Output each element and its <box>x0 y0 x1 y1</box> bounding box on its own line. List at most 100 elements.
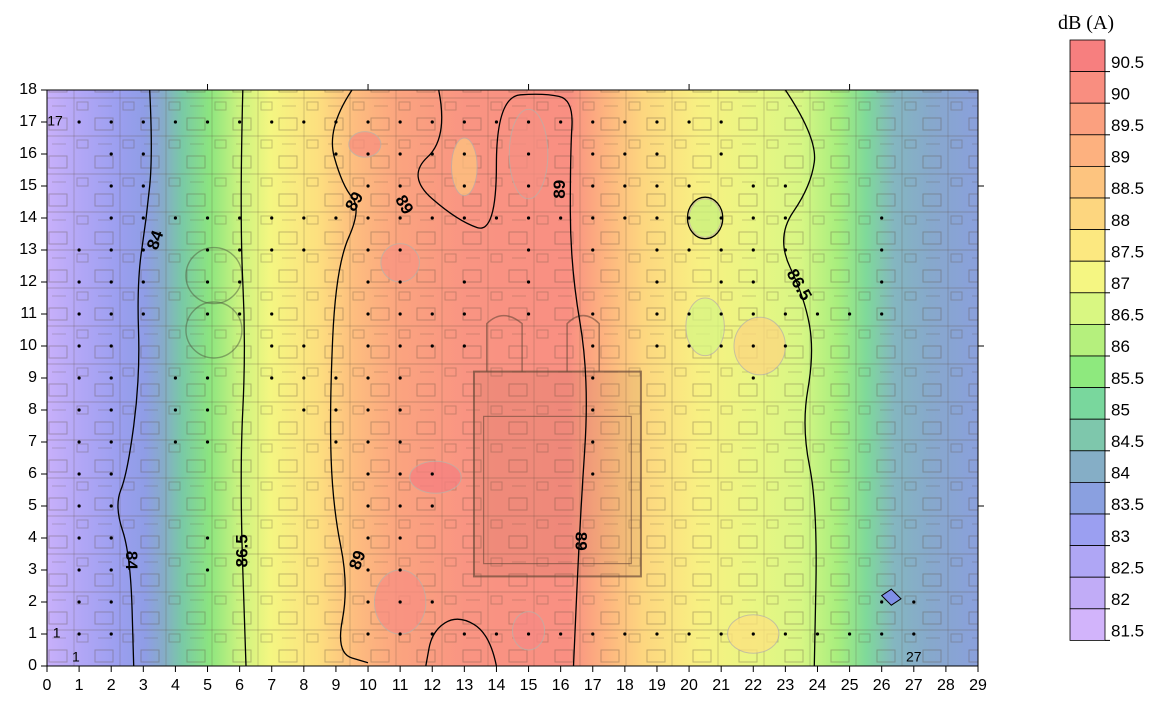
colorbar-label: 89 <box>1111 148 1130 167</box>
measurement-point <box>462 312 466 316</box>
measurement-point <box>751 312 755 316</box>
measurement-point <box>526 280 531 284</box>
measurement-point <box>591 184 595 188</box>
measurement-point <box>205 408 210 412</box>
measurement-point <box>205 248 210 252</box>
measurement-point <box>623 184 627 188</box>
measurement-point <box>719 152 723 156</box>
measurement-point <box>526 248 531 252</box>
colorbar-label: 83 <box>1111 527 1130 546</box>
pump-outline-lower <box>185 301 243 359</box>
measurement-point <box>687 344 691 348</box>
measurement-point <box>77 120 81 124</box>
y-tick-label: 6 <box>28 465 37 482</box>
measurement-point <box>366 216 370 220</box>
measurement-point <box>366 600 370 604</box>
measurement-point <box>109 472 113 476</box>
measurement-point <box>559 120 563 124</box>
transformer-body <box>472 370 642 578</box>
x-tick-label: 5 <box>203 677 212 694</box>
point-label: 27 <box>906 649 922 665</box>
measurement-point <box>526 216 531 220</box>
measurement-point <box>655 248 659 252</box>
measurement-point <box>77 280 81 284</box>
measurement-point <box>109 568 113 572</box>
measurement-point <box>302 120 306 124</box>
measurement-point <box>141 248 145 252</box>
x-tick-label: 8 <box>299 677 308 694</box>
contour-86-5-right <box>783 89 817 667</box>
measurement-point <box>109 152 113 156</box>
measurement-point <box>687 632 691 636</box>
measurement-point <box>238 312 242 316</box>
measurement-point <box>366 248 370 252</box>
measurement-point <box>366 312 370 316</box>
measurement-point <box>141 312 145 316</box>
point-label: 1 <box>72 649 80 665</box>
measurement-point <box>398 408 402 412</box>
measurement-point <box>655 216 659 220</box>
measurement-point <box>109 408 113 412</box>
x-tick-label: 23 <box>776 677 794 694</box>
measurement-point <box>462 280 466 284</box>
y-tick-label: 18 <box>19 81 37 98</box>
x-tick-label: 2 <box>107 677 116 694</box>
measurement-point <box>302 376 306 380</box>
x-tick-label: 15 <box>520 677 538 694</box>
measurement-point <box>880 248 884 252</box>
colorbar-label: 90.5 <box>1111 53 1144 72</box>
y-tick-label: 16 <box>19 145 37 162</box>
point-label: 17 <box>47 113 63 129</box>
colorbar-swatches: 90.5 90 89.5 89 88.5 88 87.5 87 86.5 86 85.5 85 84.5… <box>1069 39 1144 641</box>
contour-label: 86.5 <box>232 534 251 567</box>
measurement-point <box>366 408 370 412</box>
measurement-point <box>751 280 755 284</box>
colorbar-swatch <box>1069 197 1106 231</box>
measurement-point <box>366 184 370 188</box>
measurement-point <box>398 120 402 124</box>
measurement-point <box>77 568 81 572</box>
measurement-point <box>398 248 402 252</box>
measurement-point <box>462 184 466 188</box>
level-patch <box>733 316 786 376</box>
measurement-point <box>655 280 659 284</box>
colorbar-label: 84 <box>1111 464 1130 483</box>
measurement-point <box>494 632 499 636</box>
colorbar-label: 84.5 <box>1111 432 1144 451</box>
measurement-point <box>270 312 274 316</box>
measurement-point <box>366 440 370 444</box>
measurement-point <box>687 184 691 188</box>
measurement-point <box>398 216 402 220</box>
measurement-point <box>366 376 370 380</box>
measurement-point <box>623 216 627 220</box>
measurement-point <box>302 344 306 348</box>
colorbar-swatch <box>1069 513 1106 547</box>
measurement-point <box>141 216 145 220</box>
colorbar-legend: dB (A) 90.5 90 89.5 89 88.5 88 87.5 87 86.5 86 85.… <box>1058 12 1144 641</box>
measurement-point <box>109 216 113 220</box>
measurement-point <box>719 344 723 348</box>
contour-89-right <box>417 89 587 667</box>
measurement-point <box>77 536 81 540</box>
measurement-point <box>462 120 466 124</box>
measurement-point <box>687 312 691 316</box>
contour-ring <box>686 196 724 240</box>
colorbar-label: 83.5 <box>1111 495 1144 514</box>
transformer-core <box>483 415 632 565</box>
measurement-point <box>366 632 370 636</box>
measurement-point <box>270 216 274 220</box>
measurement-point <box>655 152 659 156</box>
measurement-point <box>880 216 884 220</box>
measurement-point <box>334 440 338 444</box>
x-tick-label: 4 <box>171 677 180 694</box>
measurement-point <box>398 568 402 572</box>
measurement-point <box>302 408 306 412</box>
x-tick-label: 22 <box>744 677 762 694</box>
measurement-point <box>334 376 338 380</box>
measurement-point <box>687 248 691 252</box>
measurement-point <box>109 248 113 252</box>
colorbar-label: 89.5 <box>1111 116 1144 135</box>
measurement-point <box>751 632 755 636</box>
measurement-point <box>526 312 531 316</box>
